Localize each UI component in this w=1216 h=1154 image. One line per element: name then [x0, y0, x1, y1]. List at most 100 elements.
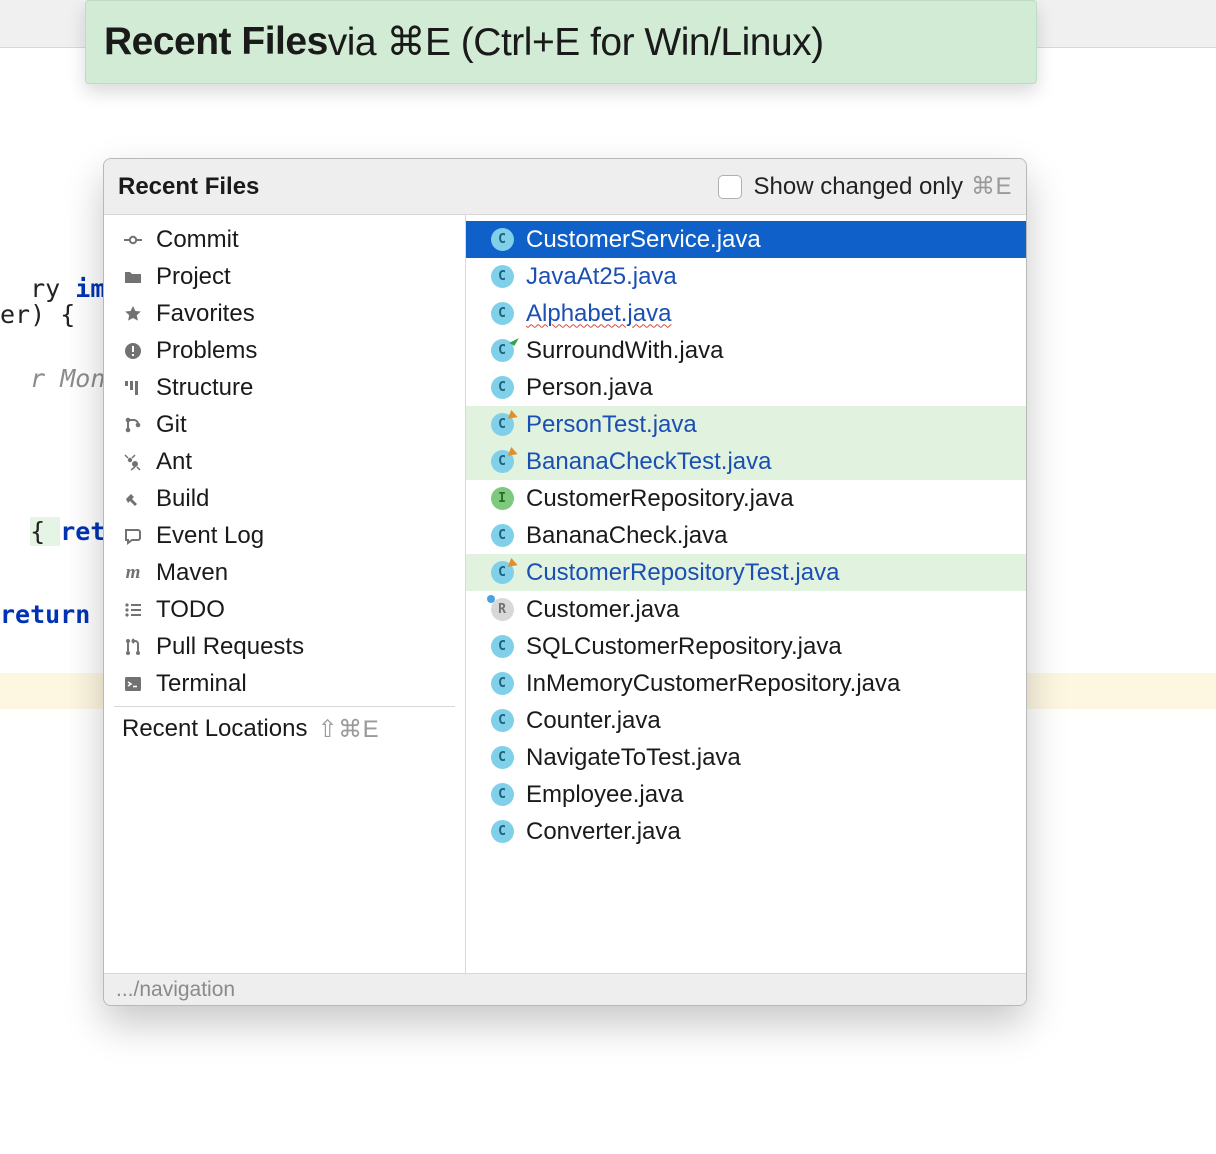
structure-icon	[122, 377, 144, 399]
java-class-icon: C	[490, 561, 514, 585]
recent-file-item[interactable]: CSurroundWith.java	[466, 332, 1026, 369]
java-class-icon: C	[490, 413, 514, 437]
java-class-icon: C	[490, 376, 514, 400]
popup-body: Commit Project Favorites Problems Structure G…	[104, 215, 1026, 973]
popup-header: Recent Files Show changed only ⌘E	[104, 159, 1026, 215]
tool-window-list: Commit Project Favorites Problems Structure G…	[104, 215, 466, 973]
tool-window-item[interactable]: Pull Requests	[104, 628, 465, 665]
tool-window-item[interactable]: Favorites	[104, 295, 465, 332]
tool-window-item[interactable]: Structure	[104, 369, 465, 406]
footer-path: .../navigation	[116, 978, 235, 1002]
file-name: InMemoryCustomerRepository.java	[526, 670, 900, 698]
tool-window-item[interactable]: Terminal	[104, 665, 465, 702]
tip-banner: Recent Files via ⌘E (Ctrl+E for Win/Linu…	[85, 0, 1037, 84]
file-name: CustomerRepository.java	[526, 485, 794, 513]
tool-window-item[interactable]: Commit	[104, 221, 465, 258]
recent-files-popup: Recent Files Show changed only ⌘E Commit…	[103, 158, 1027, 1006]
bg-code-line: er) {	[0, 300, 75, 329]
recent-file-item[interactable]: C BananaCheckTest.java	[466, 443, 1026, 480]
tool-window-item[interactable]: Git	[104, 406, 465, 443]
bg-code-line: return	[0, 600, 90, 629]
tool-window-item[interactable]: Ant	[104, 443, 465, 480]
recent-file-item[interactable]: CCustomerService.java	[466, 221, 1026, 258]
recent-file-item[interactable]: CBananaCheck.java	[466, 517, 1026, 554]
tool-window-item[interactable]: TODO	[104, 591, 465, 628]
tool-window-label: Commit	[156, 226, 239, 254]
file-name: Employee.java	[526, 781, 683, 809]
tool-window-label: Project	[156, 263, 231, 291]
folder-icon	[122, 266, 144, 288]
java-class-icon: C	[490, 746, 514, 770]
java-class-icon: C	[490, 265, 514, 289]
pullreq-icon	[122, 636, 144, 658]
file-name: CustomerRepositoryTest.java	[526, 559, 839, 587]
tool-window-label: Structure	[156, 374, 253, 402]
tool-window-item[interactable]: Problems	[104, 332, 465, 369]
problems-icon	[122, 340, 144, 362]
java-class-icon: C	[490, 339, 514, 363]
java-class-icon: C	[490, 783, 514, 807]
java-interface-icon: I	[490, 487, 514, 511]
divider	[114, 706, 455, 707]
recent-locations-item[interactable]: Recent Locations ⇧⌘E	[104, 709, 465, 749]
popup-title: Recent Files	[118, 173, 259, 201]
build-icon	[122, 488, 144, 510]
java-record-icon: R	[490, 598, 514, 622]
tool-window-label: Terminal	[156, 670, 247, 698]
file-name: Alphabet.java	[526, 300, 671, 328]
recent-file-item[interactable]: C InMemoryCustomerRepository.java	[466, 665, 1026, 702]
recent-file-item[interactable]: CJavaAt25.java	[466, 258, 1026, 295]
recent-file-item[interactable]: R Customer.java	[466, 591, 1026, 628]
java-class-icon: C	[490, 672, 514, 696]
recent-files-list: CCustomerService.javaCJavaAt25.javaCAlph…	[466, 215, 1026, 973]
recent-file-item[interactable]: C Converter.java	[466, 813, 1026, 850]
tool-window-label: Ant	[156, 448, 192, 476]
tool-window-item[interactable]: Event Log	[104, 517, 465, 554]
file-name: Converter.java	[526, 818, 681, 846]
ant-icon	[122, 451, 144, 473]
tool-window-label: Problems	[156, 337, 257, 365]
recent-file-item[interactable]: C Person.java	[466, 369, 1026, 406]
show-changed-only-label: Show changed only	[754, 173, 963, 201]
terminal-icon	[122, 673, 144, 695]
tool-window-item[interactable]: mMaven	[104, 554, 465, 591]
tool-window-label: Pull Requests	[156, 633, 304, 661]
java-class-icon: C	[490, 820, 514, 844]
file-name: NavigateToTest.java	[526, 744, 741, 772]
show-changed-only-checkbox[interactable]	[718, 175, 742, 199]
star-icon	[122, 303, 144, 325]
git-icon	[122, 414, 144, 436]
tool-window-item[interactable]: Build	[104, 480, 465, 517]
show-changed-only-shortcut: ⌘E	[971, 172, 1012, 201]
java-class-icon: C	[490, 302, 514, 326]
maven-icon: m	[122, 562, 144, 584]
recent-locations-shortcut: ⇧⌘E	[317, 715, 379, 744]
recent-file-item[interactable]: C Alphabet.java	[466, 295, 1026, 332]
recent-file-item[interactable]: I CustomerRepository.java	[466, 480, 1026, 517]
java-class-icon: C	[490, 635, 514, 659]
commit-icon	[122, 229, 144, 251]
recent-file-item[interactable]: C CustomerRepositoryTest.java	[466, 554, 1026, 591]
tool-window-label: Git	[156, 411, 187, 439]
recent-file-item[interactable]: CSQLCustomerRepository.java	[466, 628, 1026, 665]
java-class-icon: C	[490, 450, 514, 474]
file-name: Counter.java	[526, 707, 661, 735]
file-name: BananaCheckTest.java	[526, 448, 771, 476]
file-name: Customer.java	[526, 596, 679, 624]
file-name: PersonTest.java	[526, 411, 697, 439]
tool-window-label: Build	[156, 485, 209, 513]
file-name: BananaCheck.java	[526, 522, 727, 550]
recent-file-item[interactable]: C PersonTest.java	[466, 406, 1026, 443]
recent-file-item[interactable]: C NavigateToTest.java	[466, 739, 1026, 776]
file-name: Person.java	[526, 374, 653, 402]
tool-window-item[interactable]: Project	[104, 258, 465, 295]
tool-window-label: Favorites	[156, 300, 255, 328]
banner-rest: via ⌘E (Ctrl+E for Win/Linux)	[328, 20, 824, 65]
recent-file-item[interactable]: CCounter.java	[466, 702, 1026, 739]
todo-icon	[122, 599, 144, 621]
popup-footer: .../navigation	[104, 973, 1026, 1005]
recent-file-item[interactable]: C Employee.java	[466, 776, 1026, 813]
recent-locations-label: Recent Locations	[122, 715, 307, 743]
eventlog-icon	[122, 525, 144, 547]
banner-bold: Recent Files	[104, 20, 328, 64]
